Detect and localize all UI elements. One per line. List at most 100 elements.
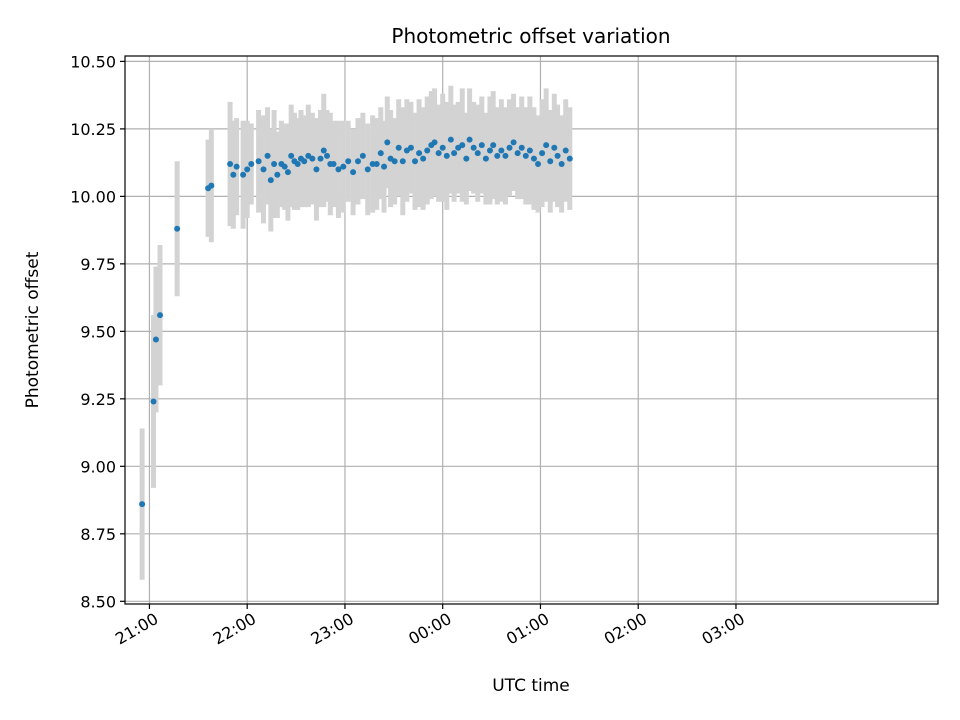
- x-tick-label: 02:00: [601, 609, 650, 649]
- data-point: [208, 182, 215, 189]
- data-point: [330, 160, 337, 167]
- data-point: [470, 144, 477, 151]
- data-point: [451, 150, 458, 157]
- data-point: [435, 150, 442, 157]
- data-point: [335, 166, 342, 173]
- data-point: [439, 144, 446, 151]
- data-point: [288, 152, 295, 159]
- data-point: [267, 177, 274, 184]
- data-point: [443, 152, 450, 159]
- y-tick-label: 8.50: [80, 592, 116, 611]
- data-point: [244, 166, 251, 173]
- data-point: [230, 171, 237, 178]
- data-point: [274, 171, 281, 178]
- data-point: [482, 155, 489, 162]
- y-axis: 8.50 8.75 9.00 9.25 9.50 9.75 10.00 10.25 10.50: [70, 52, 125, 611]
- data-point: [324, 152, 331, 159]
- data-point: [340, 163, 347, 170]
- data-point: [157, 312, 164, 319]
- plot-frame: [124, 55, 939, 605]
- data-point: [562, 147, 569, 154]
- data-point: [350, 169, 357, 176]
- data-point: [255, 158, 262, 165]
- data-point: [233, 163, 240, 170]
- y-tick-label: 10.00: [70, 187, 116, 206]
- data-point: [281, 163, 288, 170]
- data-point: [518, 144, 525, 151]
- chart-title: Photometric offset variation: [391, 24, 670, 48]
- data-point: [301, 158, 308, 165]
- data-point: [543, 142, 550, 149]
- data-point: [399, 158, 406, 165]
- data-point: [391, 158, 398, 165]
- data-point: [264, 152, 271, 159]
- data-point: [447, 136, 454, 143]
- data-point: [294, 160, 301, 167]
- y-tick-label: 9.00: [80, 457, 116, 476]
- data-point: [317, 155, 324, 162]
- data-point: [514, 150, 521, 157]
- data-point: [240, 171, 247, 178]
- data-point: [566, 155, 573, 162]
- y-tick-label: 8.75: [80, 525, 116, 544]
- data-point: [535, 160, 542, 167]
- data-point: [359, 152, 366, 159]
- data-point: [248, 160, 255, 167]
- data-point: [526, 147, 533, 154]
- data-point: [407, 144, 414, 151]
- data-points: [139, 136, 573, 508]
- y-tick-label: 10.25: [70, 120, 116, 139]
- data-point: [466, 136, 473, 143]
- data-point: [558, 160, 565, 167]
- x-axis-title: UTC time: [492, 676, 570, 696]
- data-point: [412, 158, 419, 165]
- data-point: [395, 144, 402, 151]
- data-point: [309, 155, 316, 162]
- data-point: [377, 150, 384, 157]
- data-point: [284, 169, 291, 176]
- data-point: [498, 147, 505, 154]
- data-point: [494, 152, 501, 159]
- x-tick-label: 23:00: [308, 609, 357, 649]
- data-point: [463, 155, 470, 162]
- y-tick-label: 9.25: [80, 390, 116, 409]
- data-point: [320, 147, 327, 154]
- x-tick-label: 00:00: [405, 609, 454, 649]
- x-tick-label: 01:00: [503, 609, 552, 649]
- data-point: [530, 155, 537, 162]
- data-point: [510, 139, 517, 146]
- data-point: [554, 152, 561, 159]
- data-point: [539, 150, 546, 157]
- data-point: [227, 160, 234, 167]
- data-point: [478, 142, 485, 149]
- y-tick-label: 9.75: [80, 255, 116, 274]
- x-tick-label: 21:00: [112, 609, 161, 649]
- data-point: [313, 166, 320, 173]
- data-point: [373, 160, 380, 167]
- data-point: [420, 155, 427, 162]
- data-point: [424, 147, 431, 154]
- data-point: [547, 158, 554, 165]
- data-point: [490, 142, 497, 149]
- data-point: [150, 398, 157, 405]
- data-point: [174, 225, 181, 232]
- data-point: [522, 152, 529, 159]
- data-point: [345, 158, 352, 165]
- data-point: [139, 501, 146, 508]
- y-tick-label: 9.50: [80, 322, 116, 341]
- x-tick-label: 22:00: [210, 609, 259, 649]
- x-axis: 21:00 22:00 23:00 00:00 01:00 02:00 03:00: [112, 604, 748, 649]
- data-point: [381, 163, 388, 170]
- data-point: [354, 158, 361, 165]
- data-point: [416, 150, 423, 157]
- x-tick-label: 03:00: [699, 609, 748, 649]
- data-point: [486, 147, 493, 154]
- data-point: [364, 166, 371, 173]
- y-tick-label: 10.50: [70, 52, 116, 71]
- data-point: [431, 139, 438, 146]
- data-point: [459, 142, 466, 149]
- data-point: [384, 139, 391, 146]
- data-point: [551, 144, 558, 151]
- data-point: [260, 166, 267, 173]
